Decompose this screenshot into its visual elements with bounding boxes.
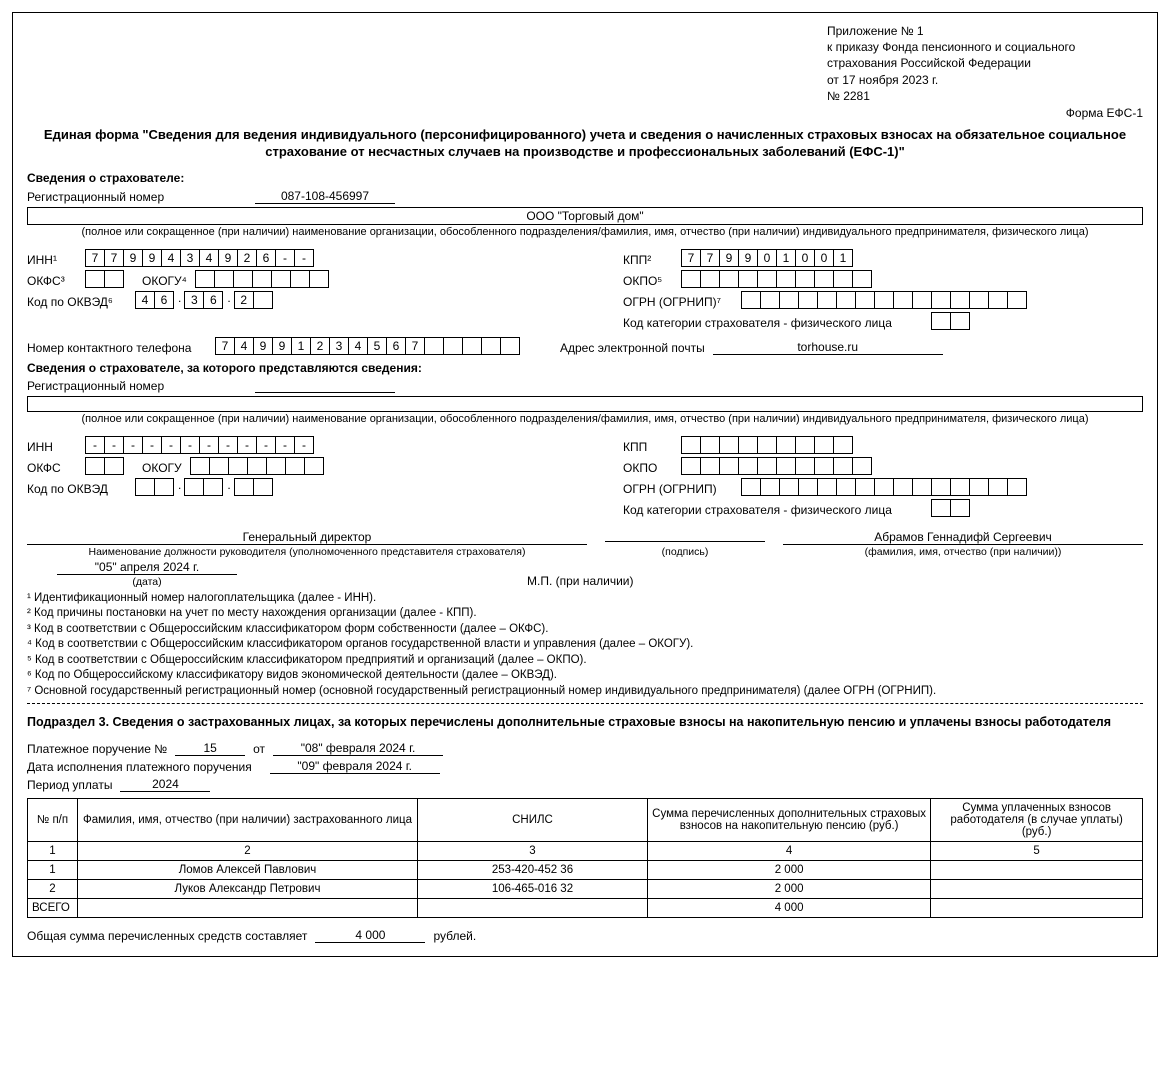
ogrn2-label: ОГРН (ОГРНИП): [623, 482, 733, 496]
appendix-line: Приложение № 1: [827, 23, 1143, 39]
reg-num-label: Регистрационный номер: [27, 190, 247, 204]
pp-date: "08" февраля 2024 г.: [273, 741, 443, 756]
position-caption: Наименование должности руководителя (упо…: [27, 546, 587, 558]
reg-num2-label: Регистрационный номер: [27, 379, 247, 393]
position-value: Генеральный директор: [27, 530, 587, 545]
col-s1: Сумма перечисленных дополнительных страх…: [648, 799, 931, 842]
footnote: ⁷ Основной государственный регистрационн…: [27, 684, 1143, 700]
footnote: ⁵ Код в соответствии с Общероссийским кл…: [27, 653, 1143, 669]
okved-cells: 46.36.2: [135, 291, 273, 309]
org-name2-note: (полное или сокращенное (при наличии) на…: [27, 413, 1143, 427]
signature-line: [605, 528, 765, 542]
colnum: 4: [648, 842, 931, 861]
reg-num2-value: [255, 379, 395, 393]
okfs-cells: [85, 270, 124, 288]
ogrn2-cells: [741, 478, 1027, 496]
kpp2-label: КПП: [623, 440, 673, 454]
table-row: 2Луков Александр Петрович106-465-016 322…: [28, 880, 1143, 899]
kat2-label: Код категории страхователя - физического…: [623, 503, 923, 517]
okfs-label: ОКФС³: [27, 274, 77, 288]
period-label: Период уплаты: [27, 778, 112, 792]
ogrn-cells: [741, 291, 1027, 309]
kpp2-cells: [681, 436, 853, 454]
colnum: 5: [931, 842, 1143, 861]
section-head-for: Сведения о страхователе, за которого пре…: [27, 361, 1143, 375]
inn2-cells: ------------: [85, 436, 314, 454]
colnum: 2: [78, 842, 418, 861]
pp-label: Платежное поручение №: [27, 742, 167, 756]
phone-label: Номер контактного телефона: [27, 341, 207, 355]
date-value: "05" апреля 2024 г.: [57, 560, 237, 575]
okpo2-cells: [681, 457, 872, 475]
org-name-line: ООО "Торговый дом": [27, 207, 1143, 225]
total-line-label: Общая сумма перечисленных средств состав…: [27, 929, 307, 943]
exec-date: "09" февраля 2024 г.: [270, 759, 440, 774]
email-label: Адрес электронной почты: [560, 341, 705, 355]
kpp-label: КПП²: [623, 253, 673, 267]
col-snils: СНИЛС: [418, 799, 648, 842]
footnote: ⁶ Код по Общероссийскому классификатору …: [27, 668, 1143, 684]
col-n: № п/п: [28, 799, 78, 842]
signature-caption: (подпись): [605, 546, 765, 558]
fio-caption: (фамилия, имя, отчество (при наличии)): [783, 546, 1143, 558]
footnotes-block: ¹ Идентификационный номер налогоплательщ…: [27, 591, 1143, 705]
form-title: Единая форма "Сведения для ведения индив…: [27, 126, 1143, 161]
kat-label: Код категории страхователя - физического…: [623, 316, 923, 330]
kat2-cells: [931, 499, 970, 517]
rub-label: рублей.: [433, 929, 476, 943]
okfs2-cells: [85, 457, 124, 475]
okogu2-cells: [190, 457, 324, 475]
fio-value: Абрамов Геннадифй Сергеевич: [783, 530, 1143, 545]
appendix-block: Приложение № 1 к приказу Фонда пенсионно…: [827, 23, 1143, 104]
exec-label: Дата исполнения платежного поручения: [27, 760, 252, 774]
colnum: 3: [418, 842, 648, 861]
date-caption: (дата): [27, 576, 267, 588]
pp-no: 15: [175, 741, 245, 756]
form-code: Форма ЕФС-1: [27, 106, 1143, 120]
table-row: 1Ломов Алексей Павлович253-420-452 362 0…: [28, 861, 1143, 880]
okogu-cells: [195, 270, 329, 288]
reg-num-value: 087-108-456997: [255, 189, 395, 204]
okved2-cells: ..: [135, 478, 273, 496]
col-s2: Сумма уплаченных взносов работодателя (в…: [931, 799, 1143, 842]
appendix-line: от 17 ноября 2023 г.: [827, 72, 1143, 88]
mp-label: М.П. (при наличии): [527, 574, 634, 588]
okpo-cells: [681, 270, 872, 288]
okved-label: Код по ОКВЭД⁶: [27, 295, 127, 309]
phone-cells: 74991234567: [215, 337, 520, 355]
inn2-label: ИНН: [27, 440, 77, 454]
section-head-insurer: Сведения о страхователе:: [27, 171, 1143, 185]
col-fio: Фамилия, имя, отчество (при наличии) зас…: [78, 799, 418, 842]
org-name-note: (полное или сокращенное (при наличии) на…: [27, 226, 1143, 240]
okpo2-label: ОКПО: [623, 461, 673, 475]
kpp-cells: 779901001: [681, 249, 853, 267]
ogrn-label: ОГРН (ОГРНИП)⁷: [623, 295, 733, 309]
okpo-label: ОКПО⁵: [623, 274, 673, 288]
okogu-label: ОКОГУ⁴: [142, 274, 187, 288]
signature-row: Генеральный директор Наименование должно…: [27, 528, 1143, 558]
inn-label: ИНН¹: [27, 253, 77, 267]
appendix-line: к приказу Фонда пенсионного и социальног…: [827, 39, 1143, 55]
okfs2-label: ОКФС: [27, 461, 77, 475]
document-page: Приложение № 1 к приказу Фонда пенсионно…: [12, 12, 1158, 957]
appendix-line: № 2281: [827, 88, 1143, 104]
email-value: torhouse.ru: [713, 340, 943, 355]
sub3-table: № п/п Фамилия, имя, отчество (при наличи…: [27, 798, 1143, 918]
footnote: ¹ Идентификационный номер налогоплательщ…: [27, 591, 1143, 607]
footnote: ³ Код в соответствии с Общероссийским кл…: [27, 622, 1143, 638]
appendix-line: страхования Российской Федерации: [827, 55, 1143, 71]
okved2-label: Код по ОКВЭД: [27, 482, 127, 496]
footnote: ⁴ Код в соответствии с Общероссийским кл…: [27, 637, 1143, 653]
kat-cells: [931, 312, 970, 330]
okogu2-label: ОКОГУ: [142, 461, 182, 475]
sub3-title: Подраздел 3. Сведения о застрахованных л…: [27, 714, 1143, 731]
org-name2-line: [27, 396, 1143, 412]
period-value: 2024: [120, 777, 210, 792]
inn-cells: 7799434926--: [85, 249, 314, 267]
ot-label: от: [253, 742, 265, 756]
table-total-row: ВСЕГО4 000: [28, 899, 1143, 918]
colnum: 1: [28, 842, 78, 861]
footnote: ² Код причины постановки на учет по мест…: [27, 606, 1143, 622]
total-line-value: 4 000: [315, 928, 425, 943]
